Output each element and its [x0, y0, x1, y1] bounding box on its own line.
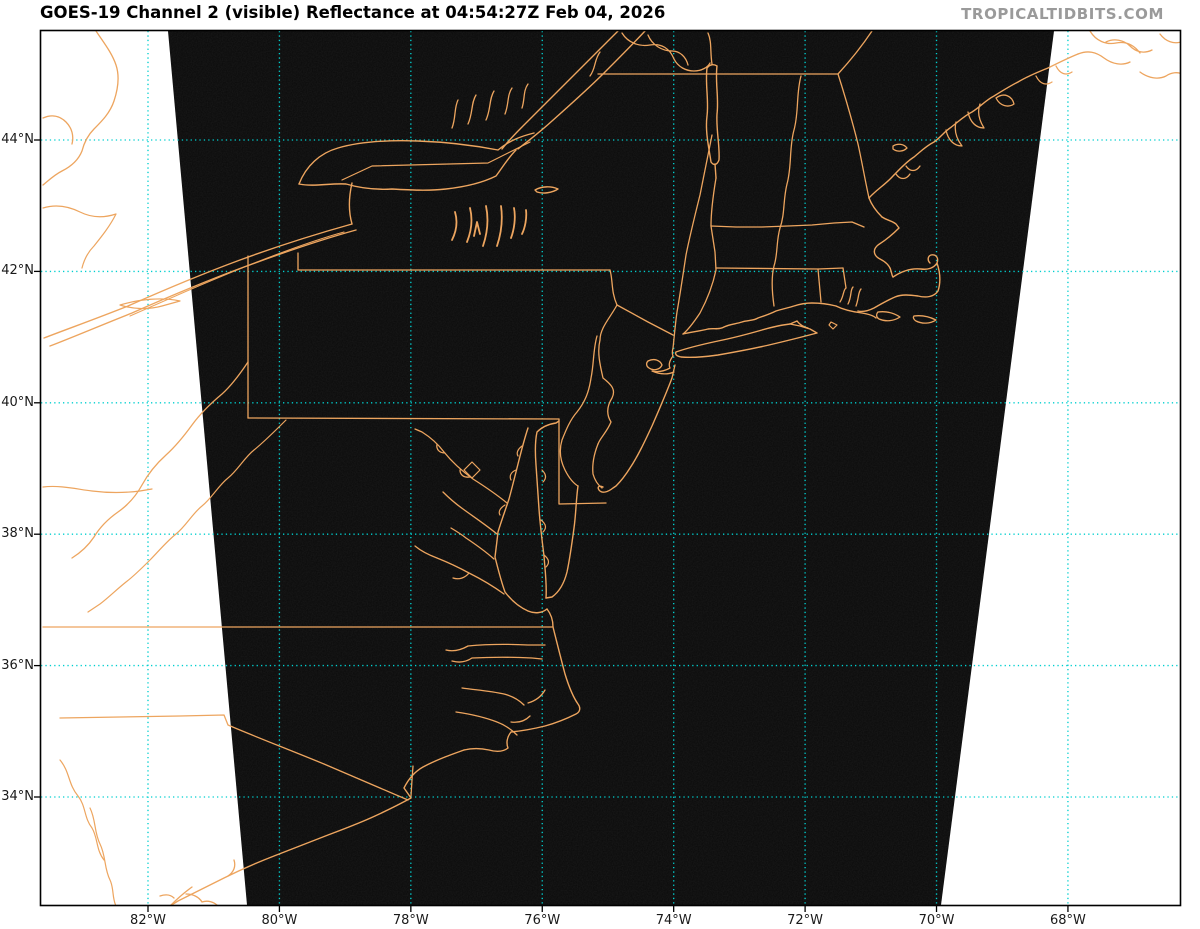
delaware-bay-nj-shore [592, 443, 603, 489]
delaware-river [597, 304, 618, 445]
lat-tick-label: 44°N [1, 132, 34, 147]
lon-tick-label: 80°W [261, 913, 298, 928]
albemarle-sound [445, 643, 546, 663]
lon-tick-label: 70°W [918, 913, 955, 928]
nc-sc-border [59, 714, 409, 801]
lake-erie-south-shore [49, 229, 357, 347]
montreal-rivers [589, 32, 711, 77]
axis-ticks [34, 139, 1069, 912]
lat-tick-label: 42°N [1, 263, 34, 279]
washington-dc [463, 461, 481, 479]
downeast-coast [1035, 65, 1073, 85]
staten-island [645, 358, 663, 371]
thames-river [42, 205, 117, 269]
nh-coast [868, 197, 883, 218]
new-river [42, 485, 153, 494]
map-outlines [42, 31, 1180, 905]
lon-tick-label: 74°W [655, 913, 692, 928]
lon-tick-label: 68°W [1049, 913, 1086, 928]
outer-banks [463, 626, 581, 753]
chesapeake-bay-east-shore [534, 420, 560, 599]
lake-ontario-border [341, 141, 531, 181]
ny-pa-border [297, 252, 611, 271]
nyc-harbor [651, 355, 676, 379]
lake-ontario-south-shore [298, 149, 517, 191]
lake-erie-border [129, 231, 345, 317]
ri-ma-east-border [842, 267, 847, 289]
mason-dixon-line [247, 417, 560, 420]
oneida-lake [534, 186, 559, 194]
ma-coast [873, 216, 900, 278]
mount-desert-island [995, 94, 1015, 107]
long-point-spit [119, 298, 181, 310]
nc-coast [170, 749, 465, 905]
lat-tick-label: 36°N [1, 657, 34, 673]
va-beach-coast [546, 608, 554, 628]
pamlico-sound-rivers [455, 687, 546, 736]
us-canada-border [597, 31, 873, 75]
maine-coast [868, 53, 1079, 199]
lon-tick-label: 82°W [130, 913, 166, 928]
block-island [828, 321, 838, 330]
lake-ontario-north-shore [298, 132, 535, 185]
lon-tick-label: 72°W [787, 913, 824, 928]
nj-ny-border [616, 304, 674, 336]
image-title: GOES-19 Channel 2 (visible) Reflectance … [40, 3, 666, 22]
lat-tick-label: 34°N [1, 789, 34, 804]
upper-delaware-river [609, 269, 618, 306]
cape-cod [857, 254, 941, 313]
quebec-tributaries [451, 83, 529, 129]
ct-ri-border [817, 268, 822, 303]
rappahannock-river [442, 491, 498, 535]
tropicaltidbits-watermark: TROPICALTIDBITS.COM [961, 5, 1164, 23]
marthas-vineyard [875, 311, 901, 322]
pee-dee-river [59, 759, 105, 861]
casco-bay [895, 165, 921, 180]
lake-champlain [705, 63, 720, 179]
niagara-river [348, 182, 353, 225]
narragansett-bay [835, 286, 877, 319]
nj-coast [597, 377, 673, 493]
ma-north-border [710, 221, 865, 228]
ct-coast [682, 302, 837, 335]
wv-va-border [87, 419, 287, 613]
sc-coast-inlets [159, 859, 236, 905]
chesapeake-bay-west-shore [494, 427, 548, 614]
lon-tick-label: 78°W [392, 913, 429, 928]
hudson-river [671, 134, 713, 357]
richelieu-river [707, 32, 713, 65]
lon-tick-label: 76°W [524, 913, 561, 928]
st-lawrence-river-north-bank [501, 31, 619, 150]
ny-vt-ma-ct-border [682, 177, 717, 335]
finger-lakes [451, 205, 528, 247]
delaware-borders [558, 418, 607, 505]
nantucket [912, 315, 937, 324]
lake-erie-north-shore [43, 223, 353, 339]
long-island [674, 320, 818, 359]
delmarva-atlantic-coast [545, 485, 579, 599]
james-river [414, 545, 505, 595]
delaware-bay-de-shore [559, 335, 598, 487]
new-brunswick-coast [1077, 31, 1180, 79]
york-river [450, 527, 495, 560]
lake-huron-shore [42, 31, 119, 186]
lat-tick-label: 40°N [1, 394, 34, 410]
scan-region-noise [168, 31, 1054, 905]
chesapeake-inlets [498, 445, 550, 568]
lat-tick-label: 38°N [1, 526, 34, 542]
ohio-river [71, 361, 249, 559]
georgian-bay [42, 115, 74, 145]
potomac-river [414, 428, 508, 504]
st-lawrence-river-south-bank [517, 31, 646, 150]
santee-river [89, 807, 117, 905]
cape-fear-river [410, 765, 414, 797]
plot-frame [39, 29, 1182, 907]
lake-winnipesaukee [892, 143, 908, 152]
penobscot-bay [945, 103, 985, 147]
nh-me-border [837, 73, 870, 199]
